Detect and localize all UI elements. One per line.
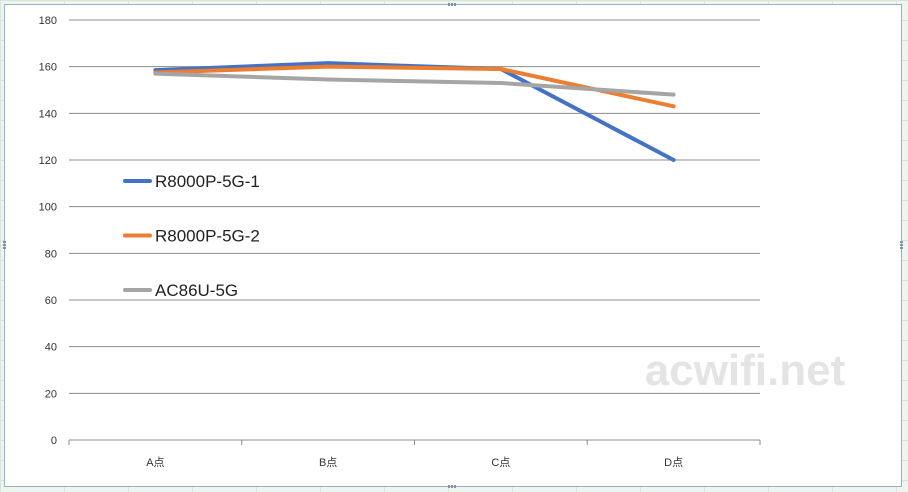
- y-tick-label: 120: [39, 155, 57, 167]
- x-tick-label: C点: [491, 456, 510, 469]
- y-tick-label: 160: [39, 62, 57, 74]
- y-tick-label: 20: [45, 388, 57, 400]
- series-line-r8000p-5g-2[interactable]: [153, 64, 676, 109]
- legend-label: AC86U-5G: [155, 281, 238, 300]
- legend-label: R8000P-5G-2: [155, 227, 260, 246]
- resize-handle-bottom[interactable]: [448, 485, 456, 488]
- y-tick-label: 0: [51, 435, 57, 447]
- resize-handle-right[interactable]: [900, 241, 903, 249]
- y-axis-tick-labels: 0 20 40 60 80 100 120 140 160 180: [39, 15, 57, 447]
- y-tick-label: 100: [39, 202, 57, 214]
- series-line-ac86u-5g[interactable]: [153, 71, 676, 97]
- y-tick-label: 80: [45, 248, 57, 260]
- legend-label: R8000P-5G-1: [155, 172, 260, 191]
- y-gridlines: [69, 19, 760, 441]
- resize-handle-left[interactable]: [3, 241, 6, 249]
- resize-handle-top[interactable]: [448, 3, 456, 6]
- y-tick-label: 140: [39, 108, 57, 120]
- x-axis-tick-labels: A点 B点 C点 D点: [146, 456, 683, 469]
- watermark-text: acwifi.net: [645, 346, 846, 395]
- chart-area[interactable]: [3, 3, 903, 488]
- x-axis: [68, 439, 761, 445]
- x-tick-label: A点: [146, 456, 164, 469]
- x-tick-label: D点: [664, 456, 683, 469]
- x-tick-label: B点: [319, 456, 337, 469]
- y-tick-label: 180: [39, 15, 57, 27]
- y-tick-label: 60: [45, 295, 57, 307]
- legend[interactable]: R8000P-5G-1 R8000P-5G-2 AC86U-5G: [123, 172, 260, 300]
- series-lines: [153, 61, 676, 162]
- y-tick-label: 40: [45, 342, 57, 354]
